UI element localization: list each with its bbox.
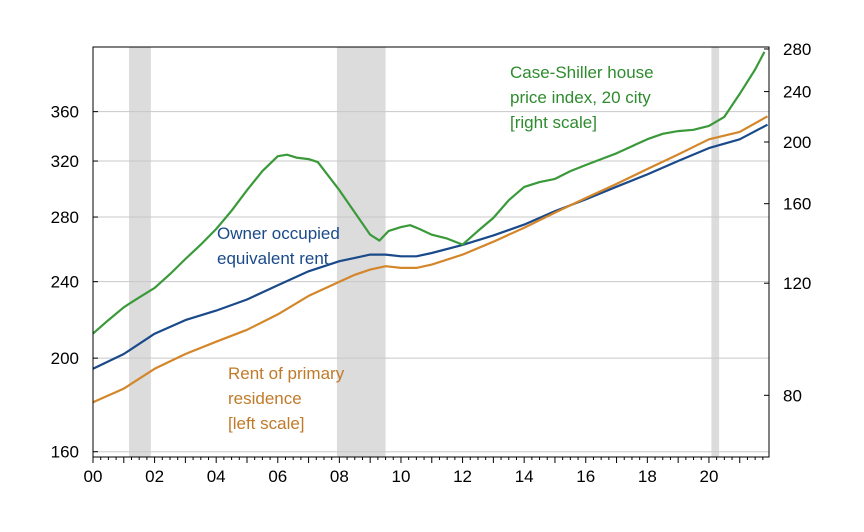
annotation-rent-primary-line-2: residence	[228, 389, 302, 408]
y-left-tick-label-320: 320	[51, 152, 79, 171]
y-right-tick-label-240: 240	[783, 83, 811, 102]
series-line-1	[92, 115, 769, 404]
plot-frame	[92, 46, 770, 458]
x-tick-label-16: 16	[576, 467, 595, 486]
annotation-case-shiller-line-2: price index, 20 city	[510, 88, 651, 107]
x-tick-label-18: 18	[638, 467, 657, 486]
y-left-tick-label-200: 200	[51, 349, 79, 368]
recession-band-2	[711, 47, 720, 457]
x-tick-label-02: 02	[145, 467, 164, 486]
annotation-owner-occupied-line-1: Owner occupied	[217, 224, 340, 243]
y-right-tick-label-200: 200	[783, 133, 811, 152]
x-tick-label-08: 08	[330, 467, 349, 486]
recession-shading	[129, 47, 720, 457]
annotation-owner-occupied-line-2: equivalent rent	[217, 249, 329, 268]
x-tick-label-06: 06	[268, 467, 287, 486]
annotation-case-shiller: Case-Shiller house price index, 20 city …	[510, 63, 658, 132]
annotation-rent-primary: Rent of primary residence [left scale]	[228, 364, 349, 433]
y-right-tick-label-160: 160	[783, 195, 811, 214]
y-right-tick-label-280: 280	[783, 40, 811, 59]
annotation-rent-primary-line-1: Rent of primary	[228, 364, 345, 383]
y-right-tick-label-120: 120	[783, 274, 811, 293]
y-left-tick-label-240: 240	[51, 273, 79, 292]
x-tick-label-14: 14	[515, 467, 534, 486]
x-tick-label-00: 00	[84, 467, 103, 486]
x-tick-label-04: 04	[207, 467, 226, 486]
x-tick-label-10: 10	[392, 467, 411, 486]
series-line-2	[92, 51, 766, 335]
grid	[93, 111, 769, 453]
x-axis: 00 02 04 06 08 10 12 14 16 18 20	[84, 457, 764, 486]
y-axis-left: 160 200 240 280 320 360	[51, 103, 98, 462]
recession-band-0	[129, 47, 151, 457]
x-tick-label-20: 20	[699, 467, 718, 486]
annotation-case-shiller-line-1: Case-Shiller house	[510, 63, 654, 82]
x-tick-label-12: 12	[453, 467, 472, 486]
y-left-tick-label-280: 280	[51, 208, 79, 227]
annotation-rent-primary-line-3: [left scale]	[228, 414, 305, 433]
series-lines	[92, 51, 769, 404]
annotation-case-shiller-line-3: [right scale]	[510, 113, 597, 132]
y-right-tick-label-80: 80	[783, 386, 802, 405]
annotation-owner-occupied: Owner occupied equivalent rent	[217, 224, 345, 268]
y-left-tick-label-360: 360	[51, 103, 79, 122]
recession-band-1	[336, 47, 386, 457]
y-left-tick-label-160: 160	[51, 443, 79, 462]
y-axis-right: 80 120 160 200 240 280	[764, 40, 811, 405]
series-line-0	[92, 123, 769, 370]
